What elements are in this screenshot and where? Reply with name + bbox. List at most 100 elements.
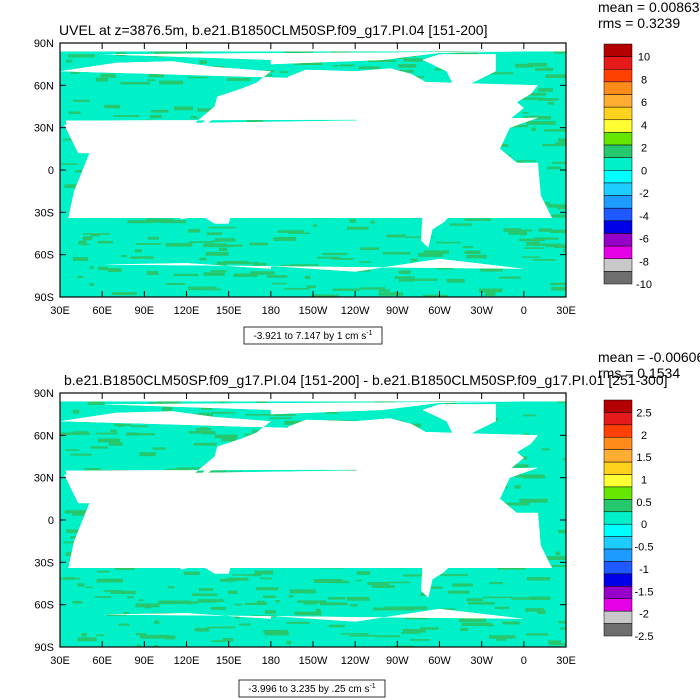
y-tick-label: 0 — [48, 165, 54, 177]
x-tick-label: 30E — [50, 655, 70, 667]
stat-mean: mean = -0.006069 — [598, 349, 700, 365]
chart-title: UVEL at z=3876.5m, b.e21.B1850CLM50SP.f0… — [59, 22, 487, 38]
colorbar-swatch — [603, 461, 633, 475]
land-mask — [60, 393, 566, 647]
y-tick-label: 0 — [48, 515, 54, 527]
x-tick-label: 150W — [299, 305, 328, 317]
range-exponent: -1 — [369, 683, 375, 690]
x-tick-label: 90W — [386, 305, 409, 317]
colorbar-swatch — [603, 623, 633, 637]
colorbar-label: 0 — [641, 519, 647, 531]
colorbar-label: 4 — [641, 120, 647, 132]
colorbar-swatch — [603, 271, 633, 285]
x-tick-label: 60E — [92, 655, 112, 667]
colorbar-label: 6 — [641, 97, 647, 109]
colorbar-swatch — [603, 610, 633, 624]
colorbar-swatch — [603, 56, 633, 70]
colorbar-swatch — [603, 412, 633, 426]
x-tick-label: 0 — [521, 655, 527, 667]
chart-title: b.e21.B1850CLM50SP.f09_g17.PI.04 [151-20… — [64, 372, 668, 388]
colorbar: 2.5 2 1.5 1 0.5 0 -0.5 -1 -1.5 -2 -2.5 — [603, 399, 654, 643]
x-tick-label: 90E — [135, 305, 155, 317]
range-exponent: -1 — [366, 330, 372, 337]
colorbar-label: -1 — [639, 564, 649, 576]
x-tick-label: 30W — [470, 305, 493, 317]
x-tick-label: 150W — [299, 655, 328, 667]
colorbar-swatch — [603, 170, 633, 184]
colorbar-swatch — [603, 474, 633, 488]
colorbar-swatch — [603, 182, 633, 196]
x-tick-label: 30E — [556, 305, 576, 317]
colorbar-label: -8 — [639, 256, 649, 268]
colorbar-swatch — [603, 132, 633, 146]
colorbar-swatch — [603, 207, 633, 222]
x-tick-label: 120E — [174, 305, 200, 317]
y-tick-label: 90S — [34, 292, 54, 304]
colorbar-label: -2 — [639, 609, 649, 621]
range-label: -3.921 to 7.147 by 1 cm s-1 — [253, 330, 372, 342]
x-tick-label: 60W — [428, 305, 451, 317]
colorbar-swatch — [603, 499, 633, 513]
colorbar-label: 8 — [641, 74, 647, 86]
y-tick-label: 60N — [34, 430, 54, 442]
x-tick-label: 60E — [92, 305, 112, 317]
colorbar-label: 1 — [641, 474, 647, 486]
colorbar-label: 2.5 — [636, 407, 651, 419]
colorbar-swatch — [603, 598, 633, 612]
range-text: -3.921 to 7.147 by 1 cm s — [253, 331, 366, 342]
x-tick-label: 180 — [262, 305, 280, 317]
x-tick-label: 90W — [386, 655, 409, 667]
x-tick-label: 0 — [521, 305, 527, 317]
x-tick-label: 180 — [262, 655, 280, 667]
colorbar-label: -6 — [639, 234, 649, 246]
colorbar-label: -2.5 — [635, 631, 654, 643]
stat-rms: rms = 0.3239 — [598, 15, 680, 31]
x-tick-label: 60W — [428, 655, 451, 667]
x-tick-label: 30E — [50, 305, 70, 317]
colorbar-swatch — [603, 437, 633, 450]
x-tick-label: 120W — [341, 305, 370, 317]
colorbar-swatch — [603, 144, 633, 158]
colorbar-label: -10 — [636, 279, 652, 291]
colorbar-swatch — [603, 586, 633, 599]
colorbar-swatch — [603, 536, 633, 550]
y-tick-label: 30S — [34, 207, 54, 219]
x-tick-label: 30W — [470, 655, 493, 667]
colorbar-swatch — [603, 561, 633, 575]
x-tick-label: 30E — [556, 655, 576, 667]
x-tick-label: 90E — [135, 655, 155, 667]
colorbar-label: -1.5 — [635, 586, 654, 598]
colorbar-label: 2 — [641, 143, 647, 155]
colorbar-swatch — [603, 81, 633, 95]
colorbar-swatch — [603, 220, 633, 234]
stat-mean: mean = 0.008638 — [598, 0, 700, 15]
panel-2: 30E 60E 90E 120E 150E 180 150W 120W 90W 60W 30W 0 30… — [34, 349, 700, 698]
colorbar-swatch — [603, 511, 633, 525]
colorbar-swatch — [603, 195, 633, 209]
colorbar-swatch — [603, 486, 633, 500]
land-mask — [60, 43, 566, 297]
colorbar-swatch — [603, 43, 633, 57]
colorbar-label: -4 — [639, 211, 649, 223]
range-box: -3.921 to 7.147 by 1 cm s-1 — [243, 326, 383, 345]
y-tick-label: 30N — [34, 123, 54, 135]
stat-rms: rms = 0.1534 — [598, 365, 680, 381]
colorbar-swatch — [603, 233, 633, 247]
colorbar-swatch — [603, 449, 633, 463]
colorbar-swatch — [603, 69, 633, 83]
colorbar: 10 8 6 4 2 0 -2 -4 -6 -8 -10 — [603, 43, 652, 291]
colorbar-label: 10 — [638, 52, 650, 64]
colorbar-label: 2 — [641, 430, 647, 442]
colorbar-swatch — [603, 548, 633, 562]
colorbar-swatch — [603, 399, 633, 413]
x-tick-label: 120W — [341, 655, 370, 667]
colorbar-label: -2 — [639, 188, 649, 200]
colorbar-swatch — [603, 258, 633, 272]
panel-1: 30E 60E 90E 120E 150E 180 150W 120W 90W 60W 30W 0 30… — [34, 0, 700, 345]
x-tick-label: 150E — [216, 305, 242, 317]
y-tick-label: 60S — [34, 250, 54, 262]
colorbar-swatch — [603, 523, 633, 537]
range-label: -3.996 to 3.235 by .25 cm s-1 — [248, 683, 376, 695]
colorbar-label: 0 — [641, 165, 647, 177]
